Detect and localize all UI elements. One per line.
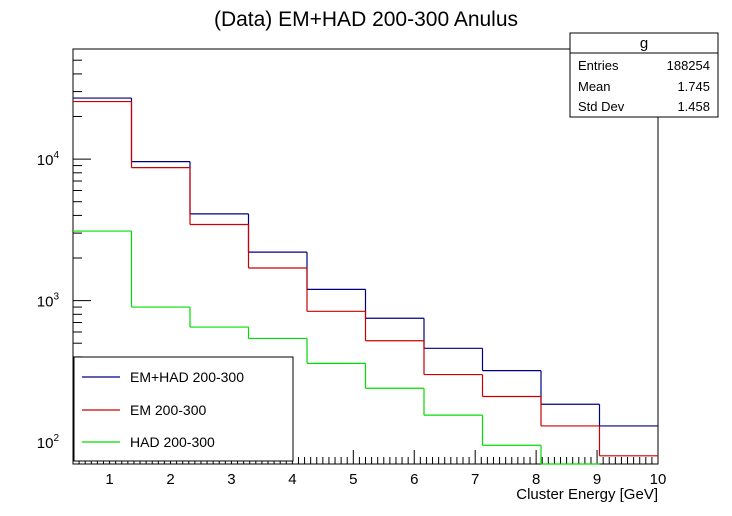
x-tick-label: 3 [227, 471, 235, 488]
series-1 [73, 100, 658, 457]
stats-box: g Entries 188254 Mean 1.745 Std Dev 1.45… [569, 32, 719, 118]
x-tick-label: 5 [349, 471, 357, 488]
x-tick-label: 1 [105, 471, 113, 488]
x-tick-label: 6 [410, 471, 418, 488]
stats-mean-label: Mean [578, 79, 611, 94]
legend-label-had: HAD 200-300 [130, 434, 215, 450]
x-tick-label: 9 [593, 471, 601, 488]
x-tick-labels: 1 2 3 4 5 6 7 8 9 10 [105, 471, 666, 488]
series-layer [73, 97, 658, 465]
x-tick-label: 2 [166, 471, 174, 488]
stats-title: g [640, 35, 648, 52]
x-tick-label: 7 [471, 471, 479, 488]
x-tick-label: 10 [650, 471, 667, 488]
stats-stddev-value: 1.458 [677, 99, 710, 114]
x-tick-label: 8 [532, 471, 540, 488]
stats-entries-value: 188254 [667, 58, 710, 73]
y-tick-label: 104 [37, 150, 60, 169]
legend-label-total: EM+HAD 200-300 [130, 369, 244, 385]
series-2 [73, 230, 600, 465]
chart-title: (Data) EM+HAD 200-300 Anulus [214, 8, 518, 31]
legend: EM+HAD 200-300 EM 200-300 HAD 200-300 [73, 356, 294, 462]
y-tick-label: 102 [37, 433, 60, 452]
stats-entries-label: Entries [578, 58, 619, 73]
y-tick-labels: 102 103 104 [37, 150, 60, 452]
y-tick-label: 103 [37, 292, 60, 311]
x-tick-label: 4 [288, 471, 296, 488]
x-axis-label: Cluster Energy [GeV] [516, 486, 658, 503]
stats-stddev-label: Std Dev [578, 99, 625, 114]
legend-label-em: EM 200-300 [130, 402, 206, 418]
stats-mean-value: 1.745 [677, 79, 710, 94]
